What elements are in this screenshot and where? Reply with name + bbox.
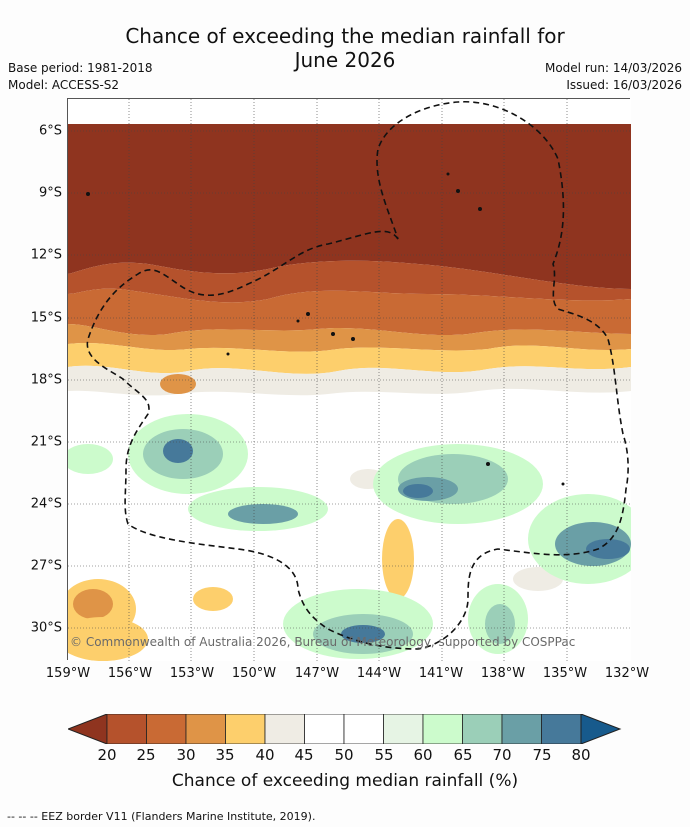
colorbar-label: 50 xyxy=(334,746,354,764)
colorbar-segment xyxy=(106,714,147,744)
lat-label: 18°S xyxy=(30,372,62,388)
colorbar-segment xyxy=(343,714,384,744)
base-period: Base period: 1981-2018 xyxy=(8,61,153,75)
colorbar-label: 55 xyxy=(374,746,394,764)
lon-label: 135°W xyxy=(542,666,588,681)
dry-band-30 xyxy=(68,288,631,336)
model-name: Model: ACCESS-S2 xyxy=(8,78,120,92)
colorbar-label: 35 xyxy=(215,746,235,764)
eez-footnote: -- -- -- EEZ border V11 (Flanders Marine… xyxy=(7,810,316,823)
colorbar-label: 75 xyxy=(532,746,552,764)
lat-label: 27°S xyxy=(30,558,62,574)
wet-region-75 xyxy=(163,439,193,463)
colorbar-segment xyxy=(304,714,345,744)
colorbar-segment xyxy=(146,714,187,744)
map-subtitle: June 2026 xyxy=(294,48,396,72)
lon-label: 138°W xyxy=(480,666,526,681)
lon-label: 150°W xyxy=(231,666,277,681)
lat-label: 24°S xyxy=(30,496,62,512)
map-title: Chance of exceeding the median rainfall … xyxy=(125,24,565,48)
wet-region-65 xyxy=(485,604,515,644)
lat-label: 15°S xyxy=(30,310,62,326)
wet-region-60 xyxy=(63,444,113,474)
map-canvas xyxy=(58,99,648,661)
lon-label: 156°W xyxy=(107,666,153,681)
lat-label: 30°S xyxy=(30,620,62,636)
colorbar-label: 40 xyxy=(255,746,275,764)
lat-label: 9°S xyxy=(38,185,62,201)
issued-date: Issued: 16/03/2026 xyxy=(566,78,682,92)
dry-patch xyxy=(382,519,414,599)
eez-border xyxy=(86,101,629,650)
colorbar-segment xyxy=(383,714,424,744)
colorbar-label: 20 xyxy=(97,746,117,764)
colorbar-label: 65 xyxy=(453,746,473,764)
colorbar-segment xyxy=(264,714,305,744)
dry-band-25 xyxy=(68,260,631,303)
colorbar xyxy=(68,714,622,744)
colorbar-label: 70 xyxy=(492,746,512,764)
lon-label: 144°W xyxy=(356,666,402,681)
model-run-date: Model run: 14/03/2026 xyxy=(544,61,682,75)
wet-region-75 xyxy=(586,539,630,559)
graticule xyxy=(68,99,631,661)
rainfall-map xyxy=(58,98,648,661)
colorbar-label: 30 xyxy=(176,746,196,764)
lat-label: 21°S xyxy=(30,434,62,450)
dry-band-40 xyxy=(68,342,631,374)
islands xyxy=(86,172,565,486)
colorbar-segment xyxy=(225,714,266,744)
colorbar-label: 25 xyxy=(136,746,156,764)
dry-patch xyxy=(160,374,196,394)
colorbar-segment xyxy=(422,714,463,744)
lat-label: 12°S xyxy=(30,247,62,263)
lon-label: 132°W xyxy=(604,666,650,681)
lon-label: 141°W xyxy=(418,666,464,681)
lon-label: 147°W xyxy=(294,666,340,681)
near-median-band xyxy=(68,365,631,396)
lon-label: 153°W xyxy=(169,666,215,681)
colorbar-label: 80 xyxy=(571,746,591,764)
wet-region-75 xyxy=(403,484,433,498)
lon-label: 159°W xyxy=(45,666,91,681)
colorbar-label: 60 xyxy=(413,746,433,764)
copyright-notice: © Commonwealth of Australia 2026, Bureau… xyxy=(70,635,576,649)
colorbar-arrow-low xyxy=(68,714,108,744)
dry-band-20 xyxy=(68,124,631,289)
dry-band-35 xyxy=(68,324,631,352)
colorbar-label: 45 xyxy=(294,746,314,764)
colorbar-arrow-high xyxy=(580,714,622,744)
lat-label: 6°S xyxy=(38,123,62,139)
colorbar-segment xyxy=(501,714,542,744)
dry-patch xyxy=(193,587,233,611)
colorbar-segment xyxy=(462,714,503,744)
colorbar-segment xyxy=(185,714,226,744)
dry-patch xyxy=(73,589,113,619)
colorbar-segment xyxy=(541,714,582,744)
wet-region-70 xyxy=(228,504,298,524)
colorbar-title: Chance of exceeding median rainfall (%) xyxy=(171,771,519,791)
